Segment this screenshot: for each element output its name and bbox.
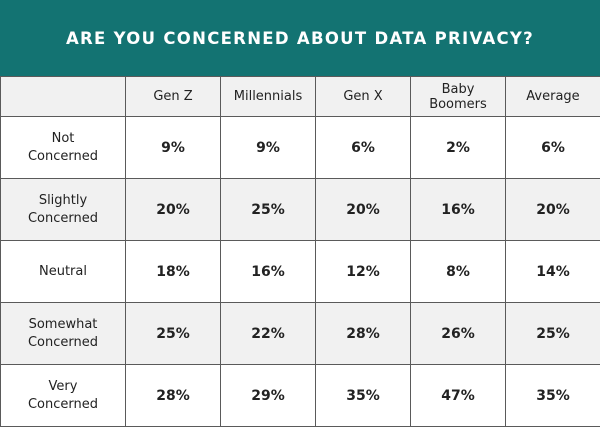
cell-slightly-concerned-average: 20%	[505, 178, 600, 241]
cell-slightly-concerned-gen-z: 20%	[125, 178, 221, 241]
cell-neutral-gen-z: 18%	[125, 240, 221, 303]
cell-very-concerned-gen-x: 35%	[315, 364, 411, 427]
column-header-gen-x: Gen X	[315, 76, 411, 117]
row-label-text: Not Concerned	[27, 130, 99, 164]
cell-slightly-concerned-baby-boomers: 16%	[410, 178, 506, 241]
table-row-slightly-concerned: Slightly Concerned 20% 25% 20% 16% 20%	[0, 178, 600, 241]
row-label-somewhat-concerned: Somewhat Concerned	[0, 302, 126, 365]
column-header-average: Average	[505, 76, 600, 117]
table-row-neutral: Neutral 18% 16% 12% 8% 14%	[0, 240, 600, 303]
cell-not-concerned-millennials: 9%	[220, 116, 316, 179]
cell-somewhat-concerned-millennials: 22%	[220, 302, 316, 365]
cell-slightly-concerned-millennials: 25%	[220, 178, 316, 241]
row-label-neutral: Neutral	[0, 240, 126, 303]
cell-somewhat-concerned-average: 25%	[505, 302, 600, 365]
row-label-not-concerned: Not Concerned	[0, 116, 126, 179]
cell-not-concerned-gen-z: 9%	[125, 116, 221, 179]
table-row-very-concerned: Very Concerned 28% 29% 35% 47% 35%	[0, 364, 600, 427]
row-label-text: Somewhat Concerned	[27, 316, 99, 350]
header-corner-cell	[0, 76, 126, 117]
data-table: Gen Z Millennials Gen X Baby Boomers Ave…	[0, 76, 600, 427]
table-row-somewhat-concerned: Somewhat Concerned 25% 22% 28% 26% 25%	[0, 302, 600, 365]
header-row: Gen Z Millennials Gen X Baby Boomers Ave…	[0, 76, 600, 117]
row-label-slightly-concerned: Slightly Concerned	[0, 178, 126, 241]
column-header-baby-boomers: Baby Boomers	[410, 76, 506, 117]
column-header-gen-z: Gen Z	[125, 76, 221, 117]
cell-slightly-concerned-gen-x: 20%	[315, 178, 411, 241]
row-label-text: Slightly Concerned	[27, 192, 99, 226]
row-label-text: Neutral	[39, 263, 87, 279]
table-row-not-concerned: Not Concerned 9% 9% 6% 2% 6%	[0, 116, 600, 179]
table-title: ARE YOU CONCERNED ABOUT DATA PRIVACY?	[0, 0, 600, 76]
row-label-text: Very Concerned	[27, 378, 99, 412]
cell-neutral-average: 14%	[505, 240, 600, 303]
cell-very-concerned-baby-boomers: 47%	[410, 364, 506, 427]
cell-neutral-baby-boomers: 8%	[410, 240, 506, 303]
cell-very-concerned-gen-z: 28%	[125, 364, 221, 427]
column-header-millennials: Millennials	[220, 76, 316, 117]
cell-somewhat-concerned-baby-boomers: 26%	[410, 302, 506, 365]
cell-neutral-gen-x: 12%	[315, 240, 411, 303]
cell-very-concerned-average: 35%	[505, 364, 600, 427]
cell-somewhat-concerned-gen-x: 28%	[315, 302, 411, 365]
cell-not-concerned-gen-x: 6%	[315, 116, 411, 179]
cell-very-concerned-millennials: 29%	[220, 364, 316, 427]
cell-neutral-millennials: 16%	[220, 240, 316, 303]
cell-somewhat-concerned-gen-z: 25%	[125, 302, 221, 365]
row-label-very-concerned: Very Concerned	[0, 364, 126, 427]
cell-not-concerned-baby-boomers: 2%	[410, 116, 506, 179]
cell-not-concerned-average: 6%	[505, 116, 600, 179]
